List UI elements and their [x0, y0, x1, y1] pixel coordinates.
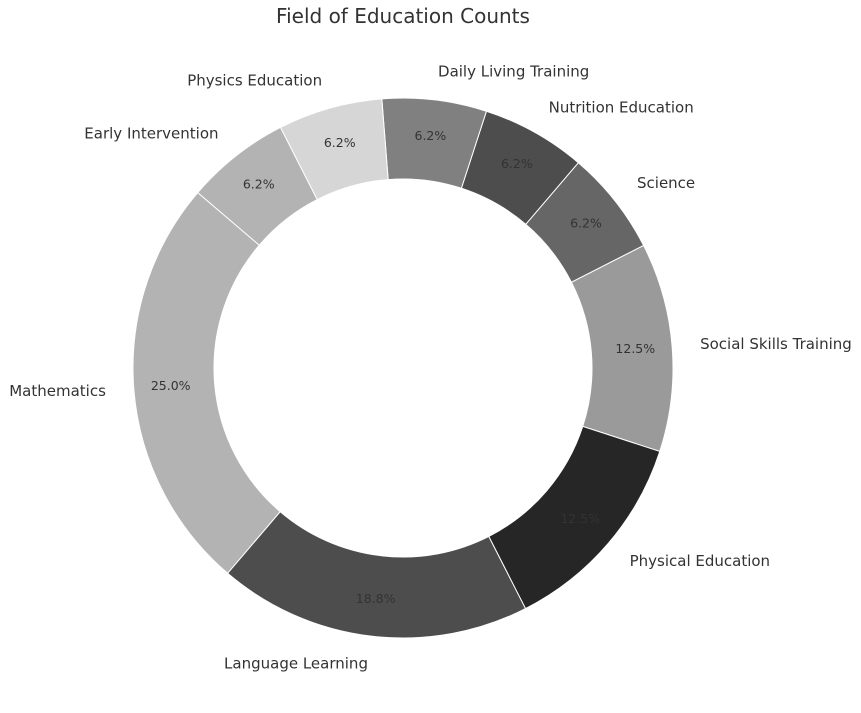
- chart-title: Field of Education Counts: [276, 4, 530, 28]
- slice-physical-education: [488, 425, 661, 610]
- percent-label-physics-education: 6.2%: [324, 135, 356, 150]
- category-label-nutrition-education: Nutrition Education: [549, 98, 694, 116]
- slice-mathematics: [132, 191, 281, 575]
- percent-label-language-learning: 18.8%: [356, 591, 396, 606]
- percent-label-mathematics: 25.0%: [151, 378, 191, 393]
- percent-labels-group: 12.5% 6.2% 6.2% 6.2% 6.2% 6.2% 25.0% 18.8% 12.5%: [151, 128, 655, 606]
- percent-label-social-skills-training: 12.5%: [615, 341, 655, 356]
- category-label-science: Science: [637, 174, 695, 192]
- category-label-physical-education: Physical Education: [630, 552, 770, 570]
- category-label-daily-living-training: Daily Living Training: [438, 63, 589, 81]
- category-labels-group: Social Skills Training Science Nutrition E…: [9, 63, 852, 673]
- percent-label-early-intervention: 6.2%: [243, 177, 275, 192]
- category-label-social-skills-training: Social Skills Training: [700, 335, 852, 353]
- percent-label-nutrition-education: 6.2%: [501, 156, 533, 171]
- category-label-mathematics: Mathematics: [9, 382, 106, 400]
- category-label-language-learning: Language Learning: [224, 654, 368, 672]
- slices-group: [132, 97, 674, 639]
- percent-label-daily-living-training: 6.2%: [415, 128, 447, 143]
- category-label-early-intervention: Early Intervention: [84, 124, 218, 142]
- percent-label-physical-education: 12.5%: [560, 511, 600, 526]
- percent-label-science: 6.2%: [570, 215, 602, 230]
- slice-language-learning: [226, 511, 527, 639]
- category-label-physics-education: Physics Education: [187, 72, 322, 90]
